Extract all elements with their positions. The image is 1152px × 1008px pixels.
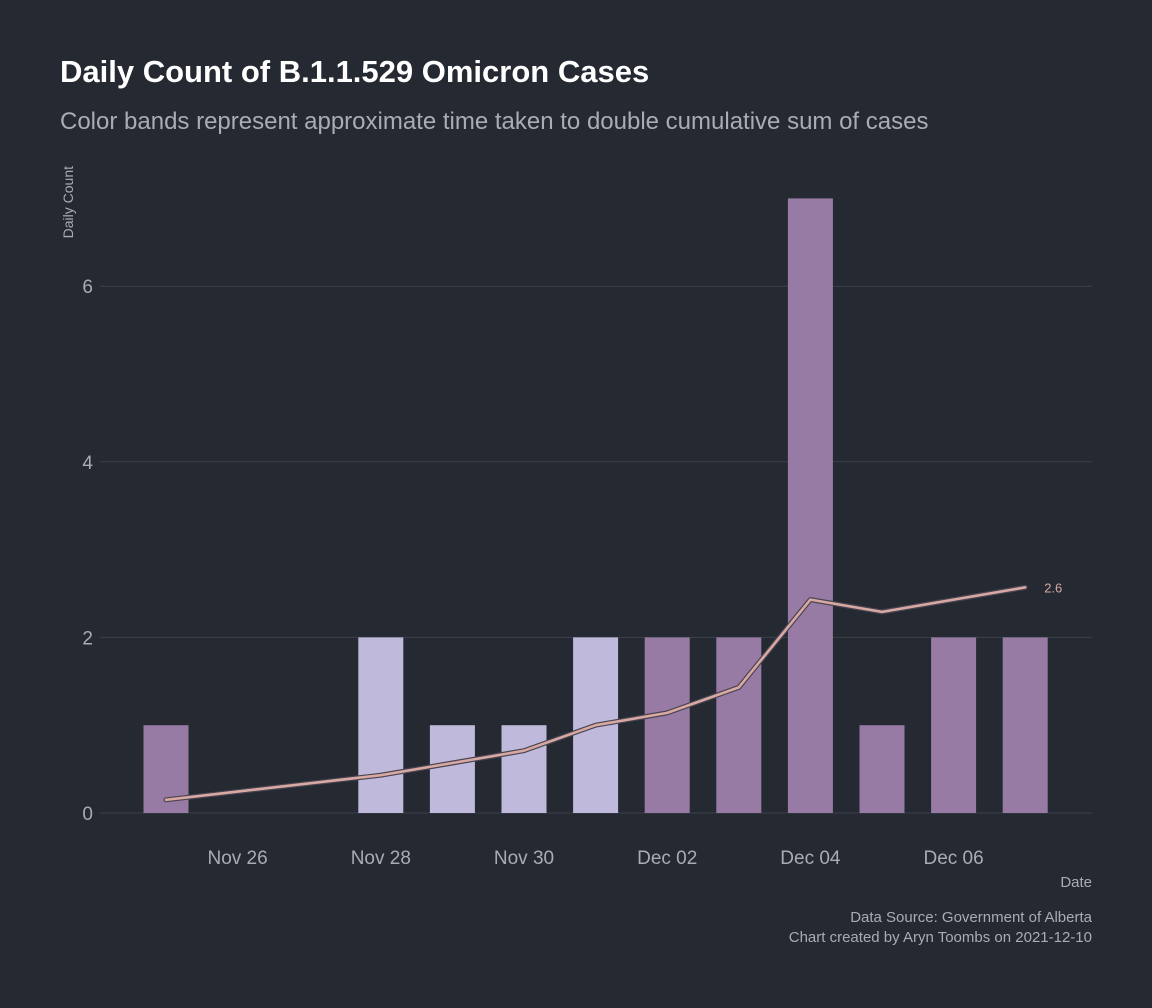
bar: [429, 725, 475, 813]
caption-source: Data Source: Government of Alberta: [850, 909, 1092, 926]
y-tick-label: 2: [82, 628, 93, 649]
x-tick-label: Nov 30: [494, 848, 554, 869]
bar: [1002, 637, 1048, 813]
chart-subtitle: Color bands represent approximate time t…: [60, 108, 929, 135]
y-axis-label: Daily Count: [60, 166, 76, 238]
bar: [716, 637, 762, 813]
bar: [859, 725, 905, 813]
x-tick-label: Nov 26: [207, 848, 267, 869]
y-tick-label: 6: [82, 277, 93, 298]
chart-title: Daily Count of B.1.1.529 Omicron Cases: [60, 54, 650, 89]
bar: [358, 637, 404, 813]
caption-credit: Chart created by Aryn Toombs on 2021-12-…: [788, 929, 1092, 946]
x-tick-label: Dec 02: [637, 848, 697, 869]
x-axis-label: Date: [1060, 874, 1092, 891]
x-tick-label: Dec 04: [780, 848, 841, 869]
x-tick-label: Dec 06: [923, 848, 983, 869]
bar: [501, 725, 547, 813]
x-tick-label: Nov 28: [351, 848, 411, 869]
trend-end-label: 2.6: [1044, 580, 1062, 595]
y-tick-label: 0: [82, 804, 93, 825]
trend-line: [164, 586, 1027, 802]
y-tick-label: 4: [82, 453, 93, 474]
bar: [644, 637, 690, 813]
bar: [931, 637, 977, 813]
bar: [787, 198, 833, 813]
